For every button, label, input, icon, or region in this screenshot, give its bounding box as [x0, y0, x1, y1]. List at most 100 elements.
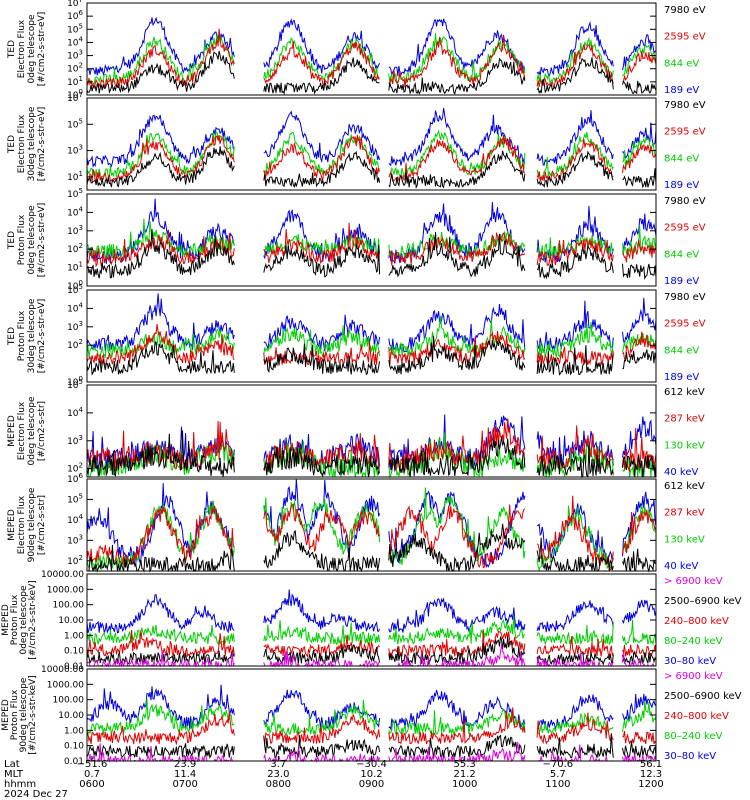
ted-e-0-ylabel-line-3: [#/cm2-s-str-eV]: [37, 12, 47, 87]
ted-p-0-ytick-label-3: 103: [67, 224, 83, 237]
ted-e-30-legend-2: 844 eV: [664, 153, 699, 164]
meped-e-90-ytick-label-0: 102: [67, 554, 83, 567]
ted-p-0-ylabel-line-1: Proton Flux: [17, 214, 27, 265]
ted-e-0-ytick-label-7: 107: [67, 0, 83, 9]
ted-p-0-ytick-label-0: 100: [67, 279, 83, 292]
meped-e-90-ylabel-line-0: MEPED: [7, 509, 17, 541]
meped-e-0-legend-3: 40 keV: [664, 467, 698, 478]
ted-e-30-series-0: [86, 107, 657, 169]
ted-p-30-ylabel-line-0: TED: [7, 327, 17, 346]
ted-e-30-ytick-label-3: 107: [67, 91, 83, 104]
ted-p-0-ylabel-line-3: [#/cm2-s-str-eV]: [37, 203, 47, 278]
x-tick-hhmm-1: 0700: [172, 779, 197, 790]
meped-p-0-ytick-label-3: 10.00: [58, 616, 84, 626]
meped-e-90-ylabel-line-2: 90deg telescope: [27, 487, 37, 562]
ted-e-30-ylabel-line-1: Electron Flux: [17, 114, 27, 173]
ted-p-0-series-0: [86, 198, 657, 265]
x-tick-mlt-6: 12.3: [640, 769, 662, 780]
x-tick-mlt-1: 11.4: [174, 769, 196, 780]
ted-p-0-frame: [86, 193, 657, 287]
meped-e-0-ytick-label-2: 104: [67, 406, 83, 419]
ted-e-0-ytick-label-6: 106: [67, 9, 83, 22]
meped-p-90-series-1: [86, 698, 657, 737]
meped-e-90-ytick-label-3: 105: [67, 492, 83, 505]
ted-p-30-ytick-label-1: 102: [67, 338, 83, 351]
meped-e-90-ytick-label-4: 106: [67, 472, 83, 485]
ted-e-0-ytick-label-0: 100: [67, 88, 83, 101]
ted-p-30-ytick-label-2: 103: [67, 320, 83, 333]
meped-e-90-legend-2: 130 keV: [664, 534, 705, 545]
meped-p-90-ytick-label-3: 10.00: [58, 711, 84, 721]
meped-p-90-ytick-label-5: 1000.00: [47, 680, 84, 690]
x-tick-mlt-3: 10.2: [360, 769, 382, 780]
meped-e-90-ytick-label-2: 104: [67, 513, 83, 526]
x-date-label: 2024 Dec 27: [4, 789, 68, 800]
meped-p-0-ylabel-line-0: MEPED: [1, 604, 11, 636]
ted-p-30-ylabel-line-2: 30deg telescope: [27, 298, 37, 373]
meped-p-90-series-0: [86, 684, 657, 732]
meped-p-90-ylabel-line-1: Proton Flux: [10, 689, 20, 740]
meped-p-0-legend-2: 240–800 keV: [664, 616, 729, 627]
meped-p-90-legend-1: 2500–6900 keV: [664, 691, 742, 702]
ted-p-0-ytick-label-4: 104: [67, 205, 83, 218]
meped-e-0-ytick-label-1: 103: [67, 434, 83, 447]
ted-e-0-legend-3: 189 eV: [664, 85, 699, 96]
ted-p-30-ytick-label-3: 104: [67, 301, 83, 314]
meped-p-90-ytick-label-2: 1.00: [64, 726, 84, 736]
x-tick-lat-0: −51.6: [77, 759, 108, 770]
meped-e-90-legend-1: 287 keV: [664, 508, 705, 519]
ted-e-0-legend-0: 7980 eV: [664, 5, 706, 16]
meped-e-0-series-3: [86, 430, 657, 479]
meped-e-90-legend-3: 40 keV: [664, 561, 698, 572]
ted-p-30-legend-3: 189 eV: [664, 372, 699, 383]
ted-p-30-ytick-label-4: 105: [67, 283, 83, 296]
x-row-label-lat: Lat: [4, 759, 20, 770]
ted-p-30-series-2: [86, 323, 657, 366]
ted-p-0-legend-1: 2595 eV: [664, 223, 706, 234]
ted-e-30-legend-1: 2595 eV: [664, 127, 706, 138]
ted-p-30-series-3: [86, 335, 657, 376]
ted-e-30-ylabel-line-3: [#/cm2-s-str-eV]: [37, 107, 47, 182]
x-tick-lat-4: 55.3: [454, 759, 476, 770]
ted-e-30-ytick-label-0: 101: [67, 170, 83, 183]
meped-e-0-ylabel-line-1: Electron Flux: [17, 401, 27, 460]
meped-e-90-legend-0: 612 keV: [664, 481, 705, 492]
meped-e-90-frame: [86, 478, 657, 572]
meped-p-0-legend-0: > 6900 keV: [664, 576, 723, 587]
meped-e-0-series-1: [86, 432, 657, 479]
meped-e-90-series-3: [87, 523, 657, 573]
meped-p-0-ylabel-line-3: [#/cm2-s-str-keV]: [28, 580, 38, 659]
ted-e-0-ytick-label-1: 101: [67, 75, 83, 88]
ted-e-0-ytick-label-2: 102: [67, 62, 83, 75]
meped-p-0-ylabel-line-1: Proton Flux: [10, 594, 20, 645]
ted-e-0-series-3: [86, 50, 657, 96]
ted-p-30-legend-0: 7980 eV: [664, 292, 706, 303]
x-tick-mlt-0: 0.7: [84, 769, 100, 780]
meped-e-90-series-2: [86, 495, 657, 571]
ted-e-30-frame: [86, 97, 657, 191]
x-tick-hhmm-0: 0600: [79, 779, 104, 790]
meped-e-0-legend-2: 130 keV: [664, 440, 705, 451]
meped-e-0-ytick-label-3: 105: [67, 378, 83, 391]
meped-e-0-ylabel-line-0: MEPED: [7, 415, 17, 447]
meped-p-0-ylabel-line-2: 0deg telescope: [19, 585, 29, 655]
meped-p-90-series-2: [86, 707, 657, 746]
ted-e-0-ytick-label-3: 103: [67, 49, 83, 62]
ted-e-0-frame: [86, 2, 657, 96]
meped-p-90-ylabel-line-0: MEPED: [1, 699, 11, 731]
ted-p-30-legend-1: 2595 eV: [664, 319, 706, 330]
meped-p-90-series-3: [86, 733, 657, 760]
meped-p-90-ytick-label-4: 100.00: [53, 696, 85, 706]
meped-p-0-ytick-label-2: 1.00: [64, 631, 84, 641]
ted-e-0-ytick-label-5: 105: [67, 22, 83, 35]
meped-p-0-legend-4: 30–80 keV: [664, 656, 716, 667]
meped-p-0-series-3: [86, 636, 657, 666]
ted-e-0-series-0: [86, 16, 657, 77]
x-tick-hhmm-5: 1100: [545, 779, 570, 790]
meped-p-90-ytick-label-0: 0.01: [64, 757, 84, 767]
meped-e-90-ylabel-line-1: Electron Flux: [17, 495, 27, 554]
meped-p-0-series-1: [86, 616, 657, 647]
ted-p-30-legend-2: 844 eV: [664, 345, 699, 356]
meped-p-0-ytick-label-5: 1000.00: [47, 585, 84, 595]
